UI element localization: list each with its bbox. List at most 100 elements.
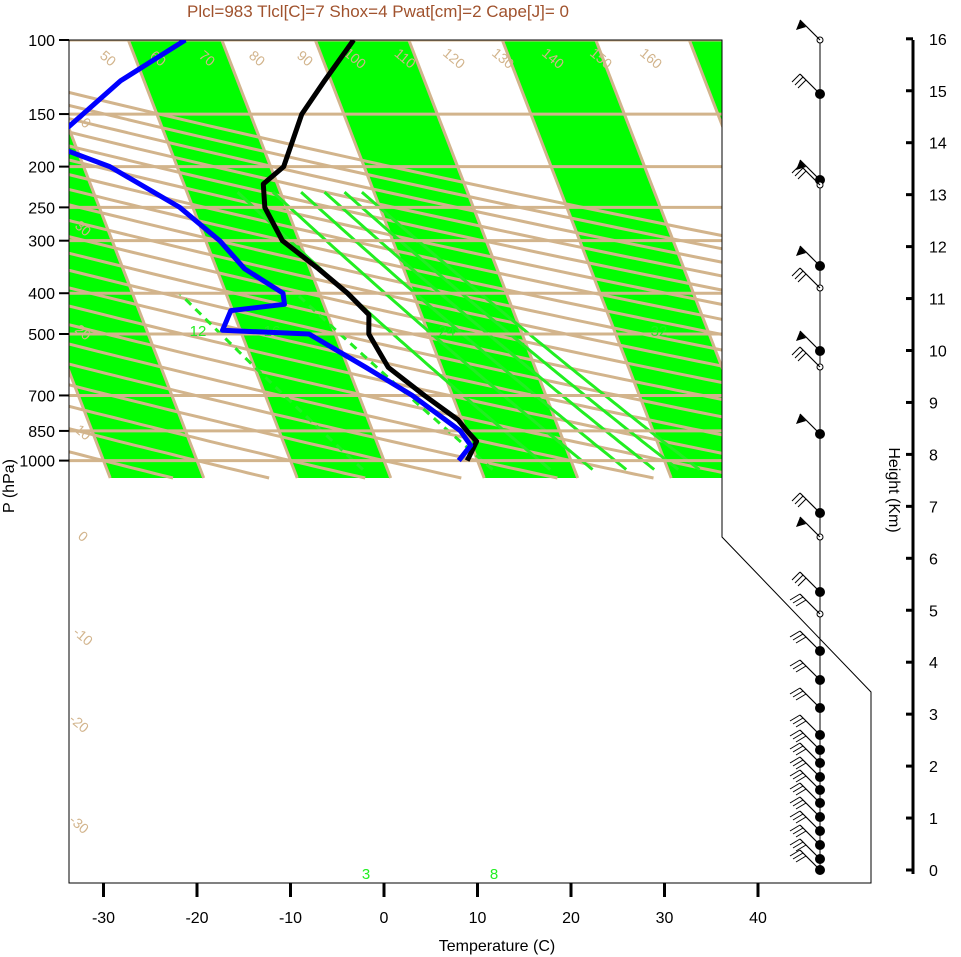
plot-border — [68, 39, 872, 884]
wind-pennant — [796, 20, 806, 30]
wind-feather — [789, 687, 801, 695]
adiabat-line — [69, 40, 871, 480]
x-tick-label: 0 — [380, 910, 389, 927]
wind-feather — [791, 164, 801, 174]
wind-feather — [792, 827, 804, 835]
wind-feather — [792, 813, 804, 821]
wind-barb — [799, 769, 821, 791]
wind-feather — [791, 267, 801, 277]
wind-barb — [799, 782, 821, 804]
wind-barb — [799, 593, 821, 615]
wind-feather — [797, 577, 807, 587]
wind-feather — [792, 745, 804, 753]
wind-feather — [792, 799, 804, 807]
wind-feather — [792, 633, 804, 641]
wind-feather — [794, 270, 804, 280]
wind-barb — [799, 659, 821, 681]
wind-feather — [795, 855, 807, 863]
wind-feather — [792, 852, 804, 860]
adiabat-line — [69, 40, 871, 480]
mixing-ratio-label: 8 — [490, 866, 498, 883]
wind-feather — [794, 495, 804, 505]
wind-feather — [792, 732, 804, 740]
y-tick-label: 150 — [28, 107, 55, 124]
wind-feather — [791, 346, 801, 356]
wind-barb — [799, 729, 821, 751]
height-tick-label: 7 — [929, 499, 938, 516]
wind-feather — [789, 824, 801, 832]
wind-barb — [799, 630, 821, 652]
x-tick-label: 10 — [469, 910, 487, 927]
wind-barb — [799, 159, 821, 181]
wind-feather — [797, 79, 807, 89]
wind-feather — [797, 352, 807, 362]
mixing-ratio-labels: 12 16 24 323 8 — [190, 323, 668, 883]
height-tick-label: 4 — [929, 655, 938, 672]
wind-barb — [799, 516, 821, 538]
y-tick-label: 700 — [28, 388, 55, 405]
wind-barb — [799, 714, 821, 736]
height-tick-label: 9 — [929, 395, 938, 412]
wind-feather — [792, 772, 804, 780]
isotherm-line — [399, 40, 580, 479]
wind-barb — [799, 245, 821, 267]
wind-barb — [799, 838, 821, 860]
wind-barb — [799, 756, 821, 778]
adiabat-line — [69, 40, 846, 480]
mixing-ratio-label: 32 — [651, 323, 668, 340]
y-tick-label: 250 — [28, 200, 55, 217]
wind-feather — [792, 662, 804, 670]
isotherm-label: -30 — [66, 812, 92, 837]
x-tick-label: -10 — [279, 910, 302, 927]
temp-band — [0, 21, 17, 478]
wind-feather — [795, 830, 807, 838]
mixing-ratio-label: 12 — [190, 323, 207, 340]
adiabat-line — [69, 40, 750, 480]
wind-feather — [792, 596, 804, 604]
temp-band — [494, 40, 765, 479]
wind-feather — [797, 273, 807, 283]
wind-feather — [795, 735, 807, 743]
wind-barb — [799, 413, 821, 435]
wind-barb — [799, 330, 821, 352]
wind-barb — [799, 849, 821, 871]
isotherm-label: 30 — [732, 122, 754, 144]
adiabat-line — [69, 40, 871, 480]
height-tick-label: 1 — [929, 811, 938, 828]
dewpoint-line — [69, 40, 474, 463]
isotherm-label: 0 — [75, 528, 91, 545]
y-axis-label: P (hPa) — [1, 459, 18, 513]
isotherm-line — [306, 40, 486, 479]
temp-band — [307, 40, 578, 479]
wind-feather — [791, 571, 801, 581]
wind-feather — [789, 756, 801, 764]
wind-feather — [792, 759, 804, 767]
adiabat-line — [69, 40, 871, 480]
isotherm-label: 0 — [731, 462, 747, 479]
temp-band — [868, 40, 871, 479]
temp-band — [69, 40, 204, 479]
x-tick-label: 30 — [656, 910, 674, 927]
height-tick-label: 2 — [929, 759, 938, 776]
wind-feather — [789, 742, 801, 750]
adiabat-line — [69, 40, 558, 480]
isotherm-label: -20 — [66, 711, 92, 736]
y-tick-label: 400 — [28, 286, 55, 303]
wind-feather — [795, 636, 807, 644]
height-tick-label: 3 — [929, 707, 938, 724]
isotherm-label: 90 — [294, 47, 316, 69]
x-tick-label: -20 — [185, 910, 208, 927]
adiabat-line — [69, 40, 871, 480]
wind-feather — [797, 498, 807, 508]
isotherm-label: 80 — [246, 47, 268, 69]
wind-barb — [799, 810, 821, 832]
wind-pennant — [796, 414, 806, 424]
height-tick-label: 5 — [929, 603, 938, 620]
wind-feather — [789, 796, 801, 804]
wind-pennant — [796, 246, 806, 256]
wind-feather — [795, 748, 807, 756]
height-tick-label: 6 — [929, 551, 938, 568]
isotherm-line — [0, 21, 17, 478]
height-tick-label: 16 — [929, 32, 947, 49]
